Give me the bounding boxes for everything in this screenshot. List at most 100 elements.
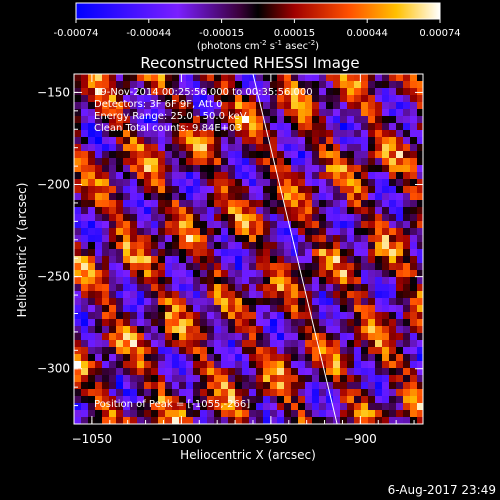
heatmap-cell [186, 116, 193, 123]
heatmap-cell [221, 361, 228, 368]
colorbar-tick-label: 0.00044 [347, 28, 388, 39]
heatmap-cell [235, 368, 242, 375]
heatmap-cell [319, 340, 326, 347]
heatmap-cell [172, 249, 179, 256]
heatmap-cell [102, 417, 109, 424]
heatmap-cell [410, 95, 417, 102]
heatmap-cell [326, 354, 333, 361]
heatmap-cell [242, 228, 249, 235]
heatmap-cell [249, 158, 256, 165]
heatmap-cell [214, 81, 221, 88]
heatmap-cell [151, 256, 158, 263]
heatmap-cell [123, 123, 130, 130]
heatmap-cell [221, 277, 228, 284]
heatmap-cell [88, 375, 95, 382]
heatmap-cell [277, 354, 284, 361]
heatmap-cell [74, 361, 81, 368]
heatmap-cell [235, 403, 242, 410]
heatmap-cell [74, 326, 81, 333]
heatmap-cell [396, 410, 403, 417]
heatmap-cell [151, 137, 158, 144]
heatmap-cell [228, 319, 235, 326]
heatmap-cell [389, 242, 396, 249]
heatmap-cell [242, 214, 249, 221]
heatmap-cell [256, 263, 263, 270]
heatmap-cell [235, 417, 242, 424]
heatmap-cell [333, 130, 340, 137]
heatmap-cell [326, 298, 333, 305]
heatmap-cell [340, 95, 347, 102]
heatmap-cell [207, 228, 214, 235]
heatmap-cell [298, 186, 305, 193]
heatmap-cell [277, 102, 284, 109]
heatmap-cell [137, 123, 144, 130]
heatmap-cell [228, 340, 235, 347]
heatmap-cell [277, 88, 284, 95]
heatmap-cell [410, 284, 417, 291]
heatmap-cell [193, 347, 200, 354]
heatmap-cell [270, 382, 277, 389]
heatmap-cell [291, 403, 298, 410]
heatmap-cell [228, 74, 235, 81]
heatmap-cell [144, 368, 151, 375]
heatmap-cell [235, 263, 242, 270]
heatmap-cell [116, 102, 123, 109]
heatmap-cell [256, 144, 263, 151]
heatmap-cell [137, 382, 144, 389]
heatmap-cell [396, 214, 403, 221]
heatmap-cell [186, 88, 193, 95]
heatmap-cell [88, 123, 95, 130]
heatmap-cell [144, 305, 151, 312]
heatmap-cell [74, 305, 81, 312]
heatmap-cell [382, 158, 389, 165]
heatmap-cell [410, 130, 417, 137]
heatmap-cell [333, 214, 340, 221]
heatmap-cell [172, 228, 179, 235]
heatmap-cell [123, 172, 130, 179]
heatmap-cell [284, 116, 291, 123]
heatmap-cell [81, 221, 88, 228]
heatmap-cell [137, 354, 144, 361]
annotation-detectors: Detectors: 3F 6F 9F, Att 0 [94, 99, 222, 110]
heatmap-cell [242, 193, 249, 200]
heatmap-cell [186, 207, 193, 214]
heatmap-cell [410, 326, 417, 333]
heatmap-cell [305, 102, 312, 109]
heatmap-cell [347, 368, 354, 375]
heatmap-cell [417, 151, 423, 158]
heatmap-cell [137, 235, 144, 242]
heatmap-cell [305, 179, 312, 186]
heatmap-cell [249, 305, 256, 312]
heatmap-cell [151, 74, 158, 81]
heatmap-cell [123, 228, 130, 235]
heatmap-cell [284, 270, 291, 277]
heatmap-cell [137, 410, 144, 417]
heatmap-cell [319, 298, 326, 305]
heatmap-cell [305, 382, 312, 389]
heatmap-cell [165, 249, 172, 256]
heatmap-cell [200, 291, 207, 298]
heatmap-cell [305, 249, 312, 256]
heatmap-cell [95, 305, 102, 312]
heatmap-cell [74, 123, 81, 130]
heatmap-cell [389, 235, 396, 242]
heatmap-cell [123, 74, 130, 81]
heatmap-cell [277, 291, 284, 298]
heatmap-cell [375, 88, 382, 95]
heatmap-cell [319, 368, 326, 375]
heatmap-cell [137, 179, 144, 186]
heatmap-cell [375, 95, 382, 102]
heatmap-cell [144, 298, 151, 305]
heatmap-cell [382, 312, 389, 319]
heatmap-cell [298, 312, 305, 319]
heatmap-cell [291, 193, 298, 200]
heatmap-cell [396, 186, 403, 193]
heatmap-cell [109, 193, 116, 200]
heatmap-cell [95, 382, 102, 389]
heatmap-cell [179, 375, 186, 382]
heatmap-cell [382, 172, 389, 179]
heatmap-cell [137, 284, 144, 291]
heatmap-cell [396, 354, 403, 361]
heatmap-cell [214, 291, 221, 298]
heatmap-cell [340, 179, 347, 186]
